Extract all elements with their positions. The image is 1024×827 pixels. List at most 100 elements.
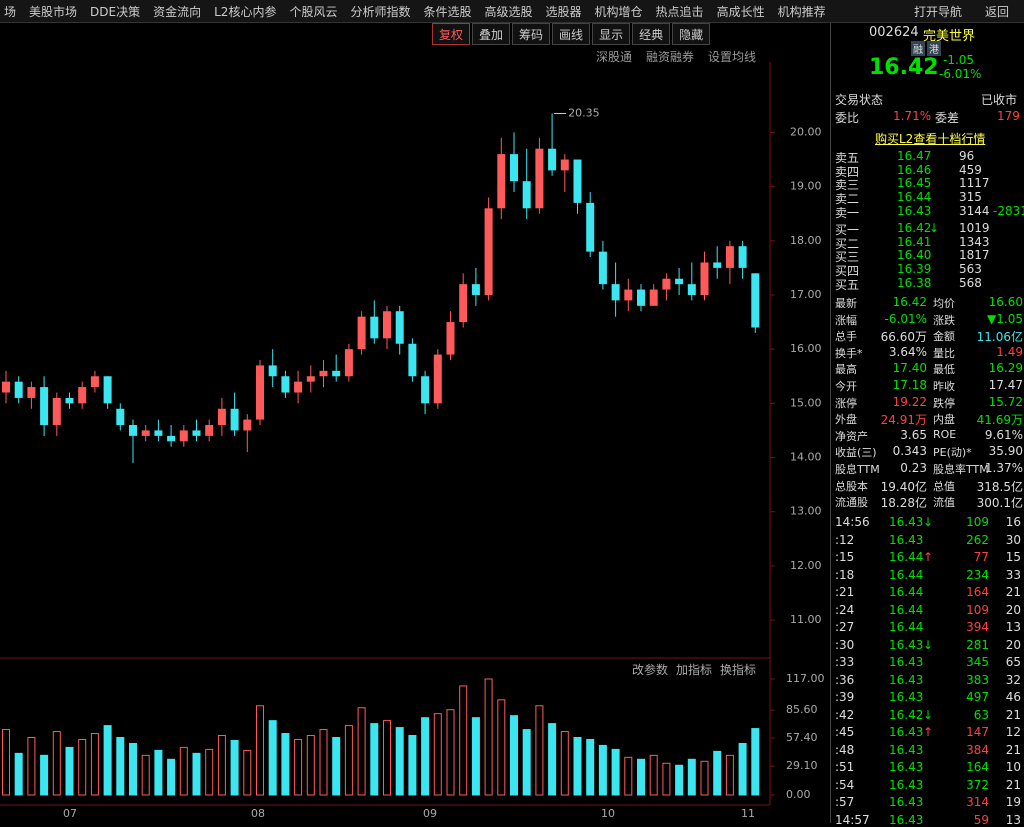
stat-label: 总股本 — [835, 479, 868, 493]
volume-bar — [535, 705, 544, 796]
stat-value: 11.06亿 — [976, 330, 1023, 345]
menu-item[interactable]: 高级选股 — [484, 4, 533, 19]
tick-vol: 164 — [966, 760, 989, 774]
stat-value: 16.29 — [988, 361, 1023, 376]
candle-body — [586, 202, 595, 252]
toolbar-button[interactable]: 筹码 — [512, 23, 551, 45]
tick-vol: 234 — [966, 567, 989, 582]
tick-price: 16.44 — [889, 550, 924, 564]
menu-item[interactable]: 打开导航 — [913, 5, 962, 19]
toolbar-button[interactable]: 复权 — [432, 23, 471, 45]
tick-time: :36 — [835, 672, 855, 687]
candle-body — [116, 408, 125, 426]
book-label: 卖二 — [835, 192, 860, 207]
book-label: 买四 — [835, 264, 860, 279]
toolbar-button[interactable]: 显示 — [592, 23, 631, 45]
stat-label: 均价 — [933, 297, 955, 310]
menu-item[interactable]: 场 — [4, 4, 17, 19]
menu-item[interactable]: 美股市场 — [29, 4, 78, 19]
y-tick-label: 18.00 — [790, 234, 822, 247]
tick-time: :24 — [835, 602, 855, 617]
tick-vol: 109 — [966, 515, 989, 529]
volume-bar — [675, 764, 684, 796]
tick-vol: 497 — [966, 690, 989, 704]
stat-label: 外盘 — [835, 413, 857, 427]
book-label: 买五 — [835, 277, 860, 292]
tick-count: 21 — [1005, 585, 1021, 599]
menu-right: 打开导航 返回 — [900, 3, 1018, 20]
tick-time: :39 — [835, 690, 855, 704]
y-tick-label: 20.00 — [790, 125, 822, 138]
stat-label: 股息TTM — [835, 463, 880, 476]
stat-label: PE(动)* — [933, 446, 972, 460]
tick-vol: 384 — [966, 742, 989, 757]
volume-bar — [192, 752, 201, 796]
book-vol: 459 — [959, 162, 982, 177]
candle-body — [484, 208, 493, 295]
subbar-item[interactable]: 深股通 — [596, 50, 633, 64]
candle-body — [471, 284, 480, 295]
indicator-bar: 改参数 加指标 换指标 — [632, 661, 764, 678]
stat-value: 17.47 — [988, 378, 1023, 392]
tick-count: 20 — [1005, 637, 1021, 652]
subbar-item[interactable]: 设置均线 — [708, 50, 757, 64]
stat-value: 1.49 — [996, 344, 1023, 359]
candle-body — [344, 349, 353, 377]
toolbar-button[interactable]: 隐藏 — [672, 23, 711, 45]
volume-bar — [268, 720, 277, 796]
menu-item[interactable]: 热点追击 — [655, 4, 704, 19]
candle-body — [205, 425, 214, 436]
indicator-button[interactable]: 加指标 — [676, 663, 713, 677]
toolbar-button[interactable]: 经典 — [632, 23, 671, 45]
volume-bar — [383, 720, 391, 796]
menu-item[interactable]: L2核心内参 — [214, 4, 277, 19]
candle-body — [713, 262, 722, 268]
menu-item[interactable]: 分析师指数 — [350, 4, 411, 19]
volume-bar — [522, 729, 531, 796]
book-price: 16.39 — [897, 262, 932, 277]
volume-bar — [141, 754, 150, 796]
candle-body — [687, 284, 696, 295]
volume-bar — [78, 738, 87, 796]
menu-item[interactable]: 机构推荐 — [777, 4, 826, 19]
tick-arrow: ↑ — [923, 725, 934, 739]
tick-time: :30 — [835, 637, 855, 652]
menu-item[interactable]: 高成长性 — [716, 4, 765, 19]
volume-bar — [573, 736, 582, 796]
tick-time: :33 — [835, 655, 855, 669]
tick-price: 16.43 — [889, 777, 924, 792]
candle-body — [383, 311, 391, 339]
candle-body — [27, 387, 36, 398]
stat-value: 17.40 — [892, 361, 927, 376]
tick-count: 15 — [1005, 550, 1021, 564]
toolbar-button[interactable]: 画线 — [552, 23, 591, 45]
stat-label: 股息率TTM — [933, 463, 989, 476]
menu-item[interactable]: 选股器 — [545, 4, 582, 19]
wc: 179 — [997, 109, 1020, 123]
status-label: 交易状态 — [835, 93, 884, 107]
candle-body — [421, 376, 430, 404]
candle-body — [598, 251, 607, 285]
menu-item[interactable]: 机构增仓 — [594, 4, 643, 19]
candle-body — [649, 289, 658, 306]
volume-bar — [624, 756, 633, 796]
volume-bar — [2, 729, 10, 796]
candle-body — [306, 376, 315, 382]
menu-item[interactable]: DDE决策 — [90, 4, 141, 19]
indicator-button[interactable]: 换指标 — [720, 663, 757, 677]
indicator-button[interactable]: 改参数 — [632, 663, 669, 677]
toolbar-button[interactable]: 叠加 — [472, 23, 511, 45]
menu-item[interactable]: 个股风云 — [289, 4, 338, 19]
menu-item[interactable]: 条件选股 — [423, 4, 472, 19]
volume-bar — [649, 754, 658, 796]
stat-label: 今开 — [835, 380, 857, 393]
volume-bar — [27, 736, 36, 796]
candle-body — [217, 408, 226, 426]
subbar-item[interactable]: 融资融券 — [646, 50, 695, 64]
volume-bar — [129, 742, 137, 796]
stat-label: 最低 — [933, 363, 955, 377]
candle-body — [751, 273, 760, 328]
menu-item[interactable]: 返回 — [984, 5, 1009, 19]
menu-item[interactable]: 资金流向 — [153, 4, 202, 19]
volume-bar — [713, 750, 722, 796]
